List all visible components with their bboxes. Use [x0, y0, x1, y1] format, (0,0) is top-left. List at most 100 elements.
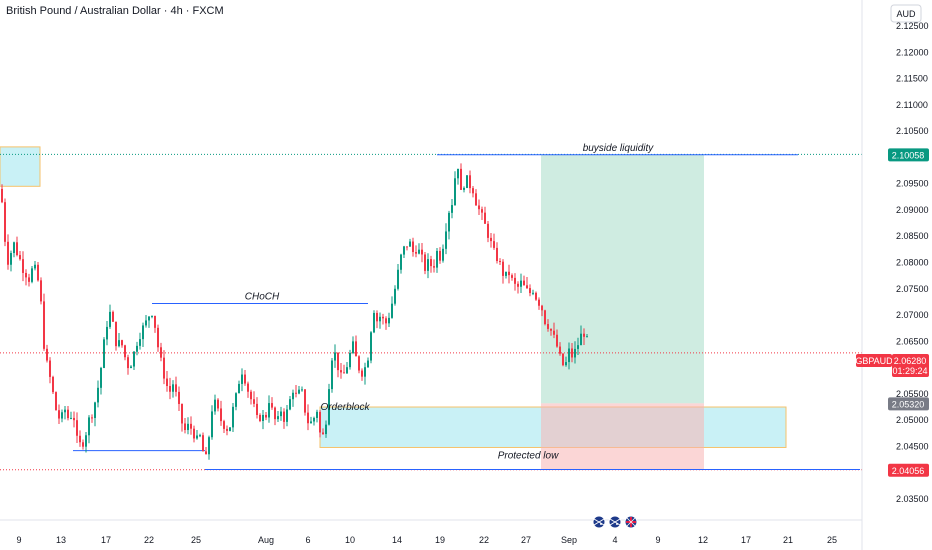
- candle: [43, 293, 45, 351]
- candle-body: [223, 421, 225, 429]
- candle-body: [361, 370, 363, 377]
- candle-body: [100, 367, 102, 388]
- candle: [373, 310, 375, 334]
- candle-body: [181, 403, 183, 424]
- x-tick-label: 6: [305, 535, 310, 545]
- last-price-label: 2.06280: [894, 356, 927, 366]
- candle: [517, 281, 519, 294]
- flag-au-icon[interactable]: [608, 515, 622, 529]
- candle-body: [226, 428, 228, 431]
- candle-body: [319, 411, 321, 433]
- candle: [397, 263, 399, 291]
- last-price-tag: GBPAUD 2.06280 01:29:24: [855, 354, 929, 377]
- candle: [400, 253, 402, 274]
- candle-body: [7, 241, 9, 265]
- candle: [238, 380, 240, 394]
- candle-body: [46, 348, 48, 361]
- candle: [286, 405, 288, 427]
- candle: [409, 238, 411, 247]
- candle: [256, 397, 258, 419]
- candle-body: [556, 334, 558, 347]
- candle-body: [388, 317, 390, 324]
- flag-au-icon[interactable]: [592, 515, 606, 529]
- candle-body: [262, 414, 264, 421]
- symbol-label: GBPAUD: [855, 356, 893, 366]
- flag-gb-icon[interactable]: [624, 515, 638, 529]
- candle: [31, 266, 33, 284]
- candle: [199, 433, 201, 438]
- time-axis[interactable]: 9 13 17 22 25 Aug 6 10 14 19 22 27 Sep 4 9 12 17 21 25: [16, 535, 837, 545]
- candle-body: [493, 241, 495, 248]
- candle-body: [340, 370, 342, 373]
- candle: [505, 271, 507, 279]
- candles-series: [1, 163, 588, 460]
- candle: [40, 277, 42, 305]
- candle-body: [265, 414, 267, 418]
- candle-body: [154, 315, 156, 328]
- candle-body: [424, 254, 426, 271]
- candle: [157, 324, 159, 352]
- candle-body: [178, 391, 180, 404]
- candle: [187, 417, 189, 435]
- candle: [124, 344, 126, 361]
- candle-body: [523, 280, 525, 286]
- candle-body: [355, 341, 357, 357]
- candle: [520, 273, 522, 294]
- candle: [277, 411, 279, 422]
- candle: [196, 429, 198, 440]
- candle: [361, 368, 363, 381]
- candle-body: [544, 310, 546, 325]
- candle-body: [553, 330, 555, 335]
- candle-body: [403, 246, 405, 255]
- currency-box[interactable]: [890, 4, 922, 23]
- candle: [106, 320, 108, 346]
- candle: [223, 419, 225, 433]
- candle: [322, 428, 324, 435]
- candle: [220, 400, 222, 426]
- price-tag-bg: [888, 463, 929, 477]
- candle-body: [427, 259, 429, 271]
- candle: [334, 344, 336, 368]
- candle: [481, 206, 483, 221]
- price-tag-label: 2.10058: [892, 150, 925, 160]
- candle-body: [376, 312, 378, 322]
- candle-body: [331, 360, 333, 390]
- candle: [583, 328, 585, 346]
- candle: [319, 410, 321, 438]
- event-icons[interactable]: [592, 515, 638, 529]
- price-tag-label: 2.04056: [892, 466, 925, 476]
- y-tick-label: 2.08500: [896, 231, 929, 241]
- candle: [544, 309, 546, 326]
- candle-body: [28, 277, 30, 282]
- price-axis[interactable]: 2.125002.120002.115002.110002.105002.100…: [896, 21, 929, 504]
- x-tick-label: 22: [144, 535, 154, 545]
- candle: [571, 342, 573, 363]
- candle: [52, 375, 54, 394]
- candle: [112, 310, 114, 323]
- candle: [346, 361, 348, 374]
- candle-body: [310, 421, 312, 424]
- candle: [436, 248, 438, 273]
- candle: [67, 405, 69, 421]
- candle: [496, 242, 498, 264]
- candle-body: [478, 205, 480, 210]
- candle-body: [253, 399, 255, 404]
- y-tick-label: 2.09500: [896, 179, 929, 189]
- x-tick-label: Sep: [561, 535, 577, 545]
- candle-body: [466, 175, 468, 188]
- candle-body: [61, 412, 63, 419]
- candle: [511, 273, 513, 281]
- candle-body: [283, 411, 285, 422]
- candle: [418, 243, 420, 255]
- candle-body: [139, 339, 141, 346]
- candle-body: [268, 403, 270, 418]
- candle: [211, 405, 213, 440]
- candle: [73, 411, 75, 428]
- chart-title: British Pound / Australian Dollar · 4h ·…: [6, 5, 224, 17]
- candle: [274, 406, 276, 426]
- candle: [13, 241, 15, 258]
- candle: [421, 242, 423, 263]
- candle-body: [325, 424, 327, 435]
